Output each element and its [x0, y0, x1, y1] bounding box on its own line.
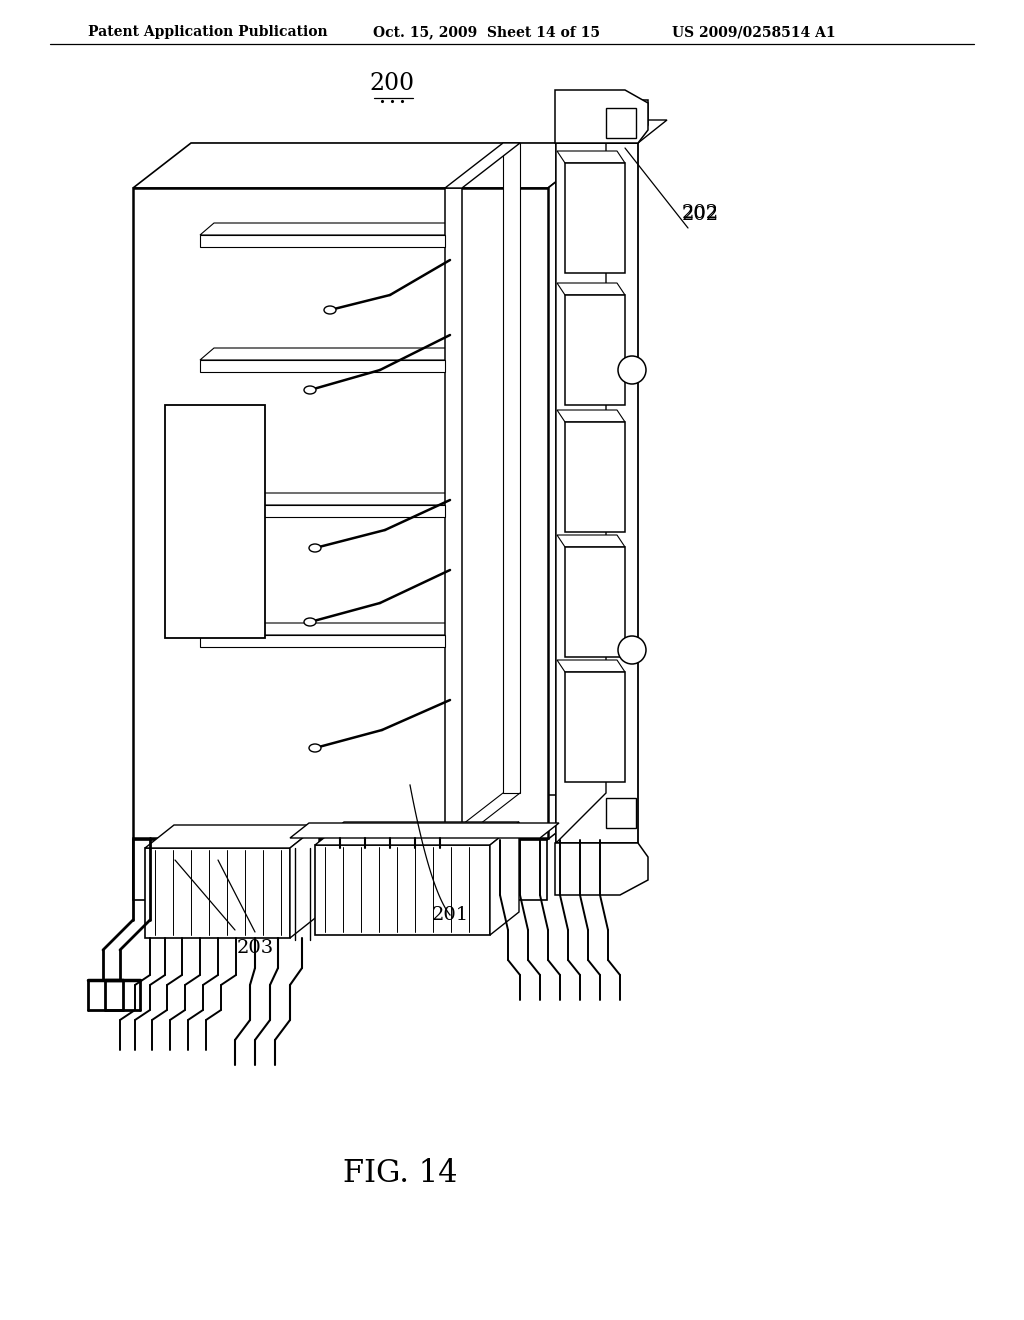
Polygon shape	[503, 143, 520, 793]
Text: 201: 201	[431, 906, 469, 924]
Polygon shape	[556, 143, 606, 843]
Polygon shape	[165, 405, 265, 638]
Text: 202: 202	[681, 205, 719, 222]
Ellipse shape	[309, 744, 321, 752]
Polygon shape	[133, 795, 605, 840]
Ellipse shape	[309, 544, 321, 552]
Polygon shape	[565, 546, 625, 657]
Polygon shape	[445, 143, 520, 187]
Polygon shape	[565, 162, 625, 273]
Polygon shape	[555, 843, 648, 895]
Polygon shape	[557, 660, 625, 672]
Ellipse shape	[618, 356, 646, 384]
Polygon shape	[557, 150, 625, 162]
Polygon shape	[290, 822, 559, 838]
Polygon shape	[556, 100, 648, 143]
Polygon shape	[133, 840, 547, 900]
Polygon shape	[145, 825, 319, 847]
Text: 203: 203	[237, 939, 273, 957]
Text: Oct. 15, 2009  Sheet 14 of 15: Oct. 15, 2009 Sheet 14 of 15	[373, 25, 600, 40]
Text: US 2009/0258514 A1: US 2009/0258514 A1	[672, 25, 836, 40]
Polygon shape	[548, 143, 606, 838]
Polygon shape	[290, 825, 319, 939]
Polygon shape	[606, 799, 636, 828]
Polygon shape	[565, 294, 625, 405]
Text: FIG. 14: FIG. 14	[343, 1158, 458, 1188]
Polygon shape	[191, 143, 606, 793]
Polygon shape	[133, 143, 606, 187]
Ellipse shape	[304, 385, 316, 393]
Polygon shape	[200, 635, 445, 647]
Polygon shape	[200, 623, 459, 635]
Polygon shape	[556, 143, 638, 843]
Polygon shape	[315, 845, 490, 935]
Polygon shape	[565, 422, 625, 532]
Polygon shape	[557, 535, 625, 546]
Ellipse shape	[618, 636, 646, 664]
Polygon shape	[133, 187, 548, 838]
Polygon shape	[556, 120, 667, 143]
Text: 202: 202	[681, 206, 719, 224]
Polygon shape	[445, 187, 462, 838]
Polygon shape	[200, 235, 445, 247]
Polygon shape	[133, 793, 606, 838]
Polygon shape	[200, 506, 445, 517]
Polygon shape	[606, 108, 636, 139]
Text: Patent Application Publication: Patent Application Publication	[88, 25, 328, 40]
Polygon shape	[145, 847, 290, 939]
Polygon shape	[200, 348, 459, 360]
Polygon shape	[200, 223, 459, 235]
Polygon shape	[200, 360, 445, 372]
Polygon shape	[565, 672, 625, 781]
Polygon shape	[557, 411, 625, 422]
Ellipse shape	[304, 618, 316, 626]
Polygon shape	[490, 822, 519, 935]
Ellipse shape	[324, 306, 336, 314]
Polygon shape	[315, 822, 519, 845]
Text: 200: 200	[370, 71, 415, 95]
Polygon shape	[557, 282, 625, 294]
Polygon shape	[200, 492, 459, 506]
Polygon shape	[555, 90, 648, 143]
